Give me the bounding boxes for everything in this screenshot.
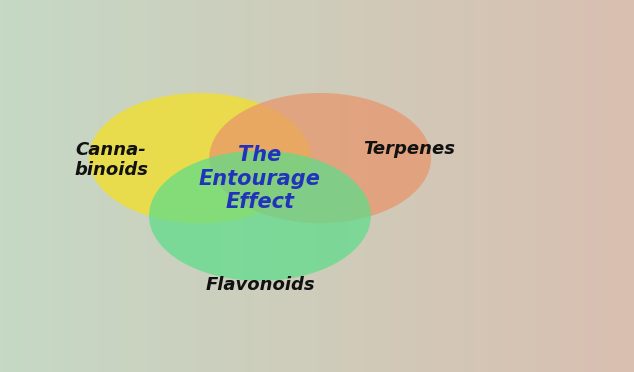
Circle shape bbox=[89, 93, 311, 223]
Text: The
Entourage
Effect: The Entourage Effect bbox=[199, 145, 321, 212]
Circle shape bbox=[149, 151, 371, 281]
Text: Flavonoids: Flavonoids bbox=[205, 276, 314, 294]
Circle shape bbox=[209, 93, 431, 223]
Text: Canna-
binoids: Canna- binoids bbox=[74, 141, 148, 179]
Text: Terpenes: Terpenes bbox=[363, 140, 455, 158]
